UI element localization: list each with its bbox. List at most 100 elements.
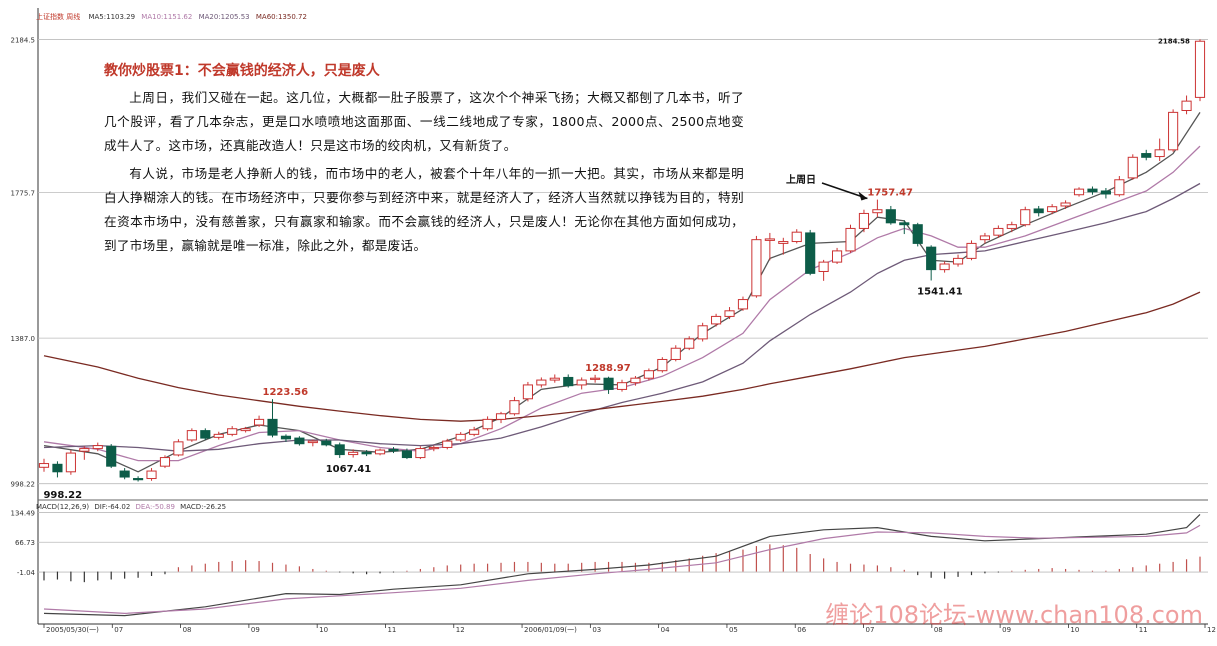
date-tick-label: 06 [797, 626, 806, 634]
macd-tick-label: 66.73 [15, 539, 35, 547]
candle-body [1060, 202, 1071, 207]
price-tick-label: 1387.0 [11, 335, 36, 343]
candle-up [818, 259, 829, 281]
candle-up [778, 237, 789, 255]
candle-down [294, 436, 305, 446]
candle-body [993, 227, 1004, 236]
date-tick-label: 12 [456, 626, 465, 634]
macd-name: MACD(12,26,9) [36, 503, 90, 511]
candle-body [616, 382, 628, 390]
candle-body [522, 384, 533, 400]
candle-up [1073, 187, 1085, 197]
index-name: 上证指数 [36, 13, 64, 21]
candle-up [415, 446, 426, 460]
candle-body [173, 441, 184, 456]
candle-body [831, 250, 843, 263]
annotation-label: 1757.47 [867, 188, 913, 199]
article-paragraph-2: 有人说，市场是老人挣新人的钱，而市场中的老人，被套个十年八年的一抓一大把。其实，… [104, 166, 744, 253]
candle-body [818, 261, 829, 272]
candle-up [1006, 221, 1017, 233]
candle-up [764, 232, 775, 261]
candle-body [805, 232, 816, 274]
candle-body [52, 463, 63, 473]
candle-up [697, 322, 708, 342]
candle-body [1033, 208, 1044, 214]
candle-body [657, 358, 668, 372]
candle-body [186, 430, 197, 441]
candle-body [979, 235, 991, 241]
candle-down [563, 374, 574, 388]
macd-dea: DEA:-50.89 [135, 503, 175, 511]
candle-body [1006, 224, 1017, 229]
candle-up [1020, 206, 1031, 227]
candle-body [549, 377, 560, 381]
chart-frame [37, 8, 1208, 625]
candle-body [374, 449, 386, 455]
candle-up [38, 458, 50, 472]
macd-tick-label: 134.49 [11, 509, 36, 517]
date-tick-label: 07 [114, 626, 123, 634]
candle-down [133, 476, 144, 482]
price-tick-label: 1775.7 [11, 190, 36, 198]
candle-up [253, 415, 265, 427]
candle-up [146, 468, 157, 481]
candle-up [509, 396, 520, 416]
candle-down [388, 447, 399, 454]
candle-body [737, 299, 749, 310]
candle-up [966, 240, 977, 261]
candle-body [65, 452, 76, 473]
date-tick-label: 08 [183, 626, 192, 634]
price-annotations: 998.22 1223.56 1067.41 1288.97 1757.47 1541.4… [43, 37, 1190, 500]
candle-down [267, 399, 278, 438]
candle-up [724, 307, 735, 320]
candle-up [1047, 204, 1058, 215]
candle-down [106, 444, 117, 469]
candle-body [1141, 153, 1152, 158]
date-tick-label: 10 [319, 626, 328, 634]
candle-down [885, 205, 896, 225]
candle-body [1114, 179, 1125, 196]
candle-body [348, 451, 359, 456]
date-tick-label: 09 [251, 626, 260, 634]
candle-up [979, 232, 991, 244]
candle-body [630, 377, 641, 384]
candle-body [1047, 206, 1058, 213]
candle-body [711, 315, 722, 325]
arrow-head [858, 191, 868, 201]
article-overlay: 教你炒股票1：不会赢钱的经济人，只是废人 上周日，我们又碰在一起。这几位，大概都… [104, 60, 744, 262]
candle-down [899, 220, 910, 235]
candle-up [630, 375, 641, 386]
candle-up [670, 345, 681, 362]
candle-body [146, 470, 157, 480]
candle-body [563, 376, 574, 387]
candle-up [428, 445, 439, 452]
candle-down [1033, 205, 1044, 217]
candle-up [590, 374, 601, 383]
candle-down [1100, 187, 1111, 199]
candle-body [536, 379, 547, 386]
ma60-readout: MA60:1350.72 [255, 13, 307, 21]
candle-down [603, 376, 614, 394]
candle-body [1100, 190, 1111, 195]
date-tick-label: 07 [866, 626, 875, 634]
candle-body [1087, 188, 1098, 193]
candle-body [213, 433, 224, 438]
candle-up [616, 379, 628, 392]
moving-average-lines [43, 112, 1201, 473]
candle-down [200, 428, 211, 440]
candle-body [334, 444, 345, 456]
candle-body [1073, 188, 1085, 196]
candle-body [872, 209, 883, 214]
candle-down [280, 434, 292, 442]
candle-up [65, 450, 76, 475]
date-tick-label: 11 [1139, 626, 1148, 634]
candle-up [227, 426, 238, 437]
annotation-label: 1223.56 [263, 387, 309, 398]
ma-line-ma10 [43, 145, 1201, 462]
candle-up [1127, 154, 1138, 180]
article-title: 教你炒股票1：不会赢钱的经济人，只是废人 [104, 63, 380, 79]
macd-panel [43, 513, 1201, 617]
ma-line-ma5 [43, 112, 1201, 473]
candle-body [227, 428, 238, 435]
candle-down [321, 438, 332, 447]
